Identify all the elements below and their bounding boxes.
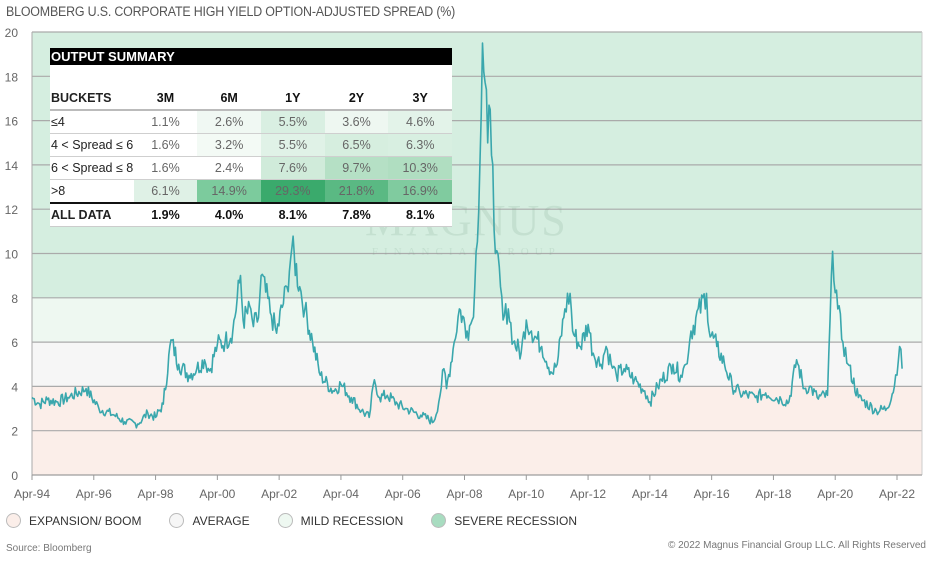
row-label: ALL DATA: [51, 208, 112, 222]
y-tick-label: 4: [11, 380, 18, 394]
y-tick-label: 8: [11, 292, 18, 306]
output-summary-table: OUTPUT SUMMARY BUCKETS 3M 6M 1Y 2Y 3Y ≤4…: [50, 48, 453, 227]
table-cell: 9.7%: [324, 157, 389, 179]
table-cell: 29.3%: [260, 180, 325, 202]
table-row: ≤4 1.1% 2.6% 5.5% 3.6% 4.6%: [50, 111, 453, 134]
column-header: BUCKETS: [51, 91, 112, 105]
y-tick-label: 20: [5, 26, 19, 40]
x-tick-label: Apr-16: [694, 487, 730, 501]
column-header: 3Y: [412, 91, 428, 105]
table-cell: 1.6%: [133, 157, 198, 179]
table-cell: 5.5%: [260, 111, 325, 133]
y-tick-label: 14: [5, 159, 19, 173]
row-label: 6 < Spread ≤ 8: [51, 161, 134, 175]
x-tick-label: Apr-10: [508, 487, 544, 501]
table-cell: 7.8%: [342, 208, 371, 222]
table-cell: 1.9%: [151, 208, 180, 222]
y-tick-label: 18: [5, 70, 19, 84]
table-cell: 7.6%: [260, 157, 325, 179]
spread-line: [31, 42, 903, 429]
band-mild-recession: [32, 297, 922, 343]
legend-label: MILD RECESSION: [300, 513, 404, 528]
x-tick-label: Apr-12: [570, 487, 606, 501]
table-cell: 21.8%: [324, 180, 389, 202]
legend-label: SEVERE RECESSION: [454, 513, 577, 528]
legend-item: SEVERE RECESSION: [431, 513, 577, 528]
table-row: >8 6.1% 14.9% 29.3% 21.8% 16.9%: [50, 180, 453, 204]
column-header: 1Y: [285, 91, 301, 105]
x-tick-label: Apr-04: [323, 487, 359, 501]
row-label: ≤4: [51, 115, 65, 129]
table-cell: 8.1%: [405, 208, 435, 222]
table-cell: 2.4%: [197, 157, 261, 179]
legend-item: AVERAGE: [169, 513, 250, 528]
table-title: OUTPUT SUMMARY: [50, 48, 452, 65]
table-cell: 4.0%: [214, 208, 244, 222]
x-tick-label: Apr-06: [385, 487, 421, 501]
table-cell: 8.1%: [278, 208, 308, 222]
table-cell: 6.5%: [324, 134, 389, 156]
band-average: [32, 342, 922, 387]
x-tick-label: Apr-14: [632, 487, 668, 501]
y-tick-label: 0: [11, 469, 18, 483]
table-cell: 1.1%: [133, 111, 198, 133]
column-header: 6M: [220, 91, 238, 105]
y-tick-label: 12: [5, 203, 19, 217]
table-cell: 14.9%: [197, 180, 261, 202]
table-cell: 10.3%: [388, 157, 453, 179]
x-tick-label: Apr-18: [755, 487, 791, 501]
y-tick-label: 2: [11, 425, 18, 439]
x-tick-label: Apr-08: [446, 487, 482, 501]
table-cell: 2.6%: [197, 111, 261, 133]
y-tick-label: 6: [11, 336, 18, 350]
copyright-note: © 2022 Magnus Financial Group LLC. All R…: [667, 540, 926, 551]
legend-label: AVERAGE: [192, 513, 250, 528]
legend: EXPANSION/ BOOM AVERAGE MILD RECESSION SEVE…: [6, 513, 605, 528]
column-header: 2Y: [348, 91, 365, 105]
table-row: 4 < Spread ≤ 6 1.6% 3.2% 5.5% 6.5% 6.3%: [50, 134, 453, 157]
legend-label: EXPANSION/ BOOM: [29, 513, 142, 528]
column-header: 3M: [156, 91, 175, 105]
table-row-all-data: ALL DATA 1.9% 4.0% 8.1% 7.8% 8.1%: [50, 204, 452, 227]
table-cell: 16.9%: [388, 180, 453, 202]
table-cell: 6.1%: [133, 180, 198, 202]
y-tick-label: 16: [5, 115, 19, 129]
legend-swatch-icon: [277, 513, 293, 528]
legend-item: MILD RECESSION: [277, 513, 404, 528]
row-label: 4 < Spread ≤ 6: [51, 138, 134, 152]
x-tick-label: Apr-02: [261, 487, 297, 501]
table-cell: 4.6%: [388, 111, 453, 133]
table-cell: 1.6%: [133, 134, 198, 156]
table-cell: 3.6%: [324, 111, 389, 133]
x-tick-label: Apr-98: [138, 487, 174, 501]
table-cell: 3.2%: [197, 134, 261, 156]
source-note: Source: Bloomberg: [6, 543, 92, 554]
table-header-row: BUCKETS 3M 6M 1Y 2Y 3Y: [50, 87, 452, 111]
legend-swatch-icon: [431, 513, 447, 528]
legend-swatch-icon: [6, 513, 21, 528]
table-cell: 5.5%: [260, 134, 325, 156]
x-tick-label: Apr-20: [817, 487, 853, 501]
y-tick-label: 10: [5, 248, 19, 262]
x-tick-label: Apr-94: [14, 487, 50, 501]
table-cell: 6.3%: [388, 134, 453, 156]
table-row: 6 < Spread ≤ 8 1.6% 2.4% 7.6% 9.7% 10.3%: [50, 157, 453, 180]
x-tick-label: Apr-00: [199, 487, 235, 501]
legend-item: EXPANSION/ BOOM: [6, 513, 141, 528]
x-tick-label: Apr-96: [76, 487, 112, 501]
row-label: >8: [51, 184, 66, 198]
chart-title: BLOOMBERG U.S. CORPORATE HIGH YIELD OPTI…: [6, 4, 456, 19]
legend-swatch-icon: [169, 513, 185, 528]
x-tick-label: Apr-22: [879, 487, 915, 501]
